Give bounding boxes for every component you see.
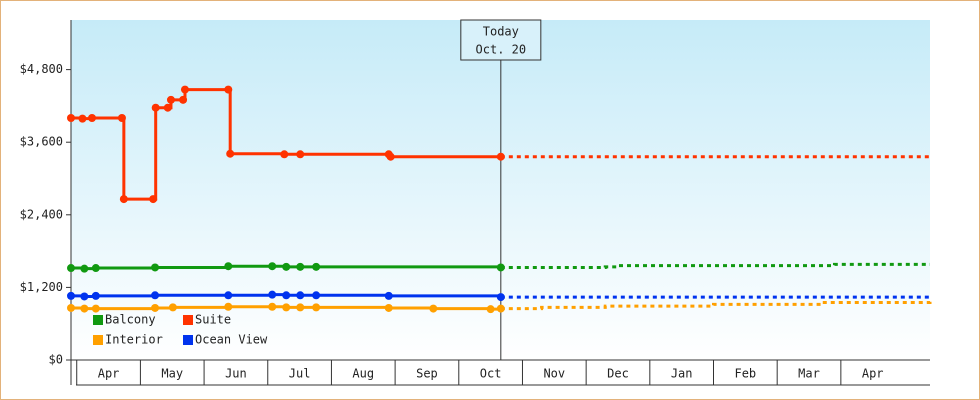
data-point bbox=[80, 304, 89, 313]
data-point bbox=[486, 305, 495, 314]
x-tick-label: Jun bbox=[225, 367, 247, 381]
x-tick-label: Aug bbox=[352, 367, 374, 381]
data-point bbox=[224, 85, 233, 94]
data-point bbox=[384, 303, 393, 312]
x-tick-label: Feb bbox=[734, 367, 756, 381]
data-point bbox=[91, 291, 100, 300]
x-axis-band bbox=[71, 360, 930, 385]
data-point bbox=[163, 103, 172, 112]
legend-swatch bbox=[183, 315, 193, 325]
data-point bbox=[296, 150, 305, 159]
data-point bbox=[282, 303, 291, 312]
data-point bbox=[496, 304, 505, 313]
data-point bbox=[312, 303, 321, 312]
data-point bbox=[88, 114, 97, 123]
data-point bbox=[282, 291, 291, 300]
y-tick-label: $1,200 bbox=[20, 280, 63, 294]
legend-label: Ocean View bbox=[195, 333, 268, 347]
data-point bbox=[224, 302, 233, 311]
data-point bbox=[91, 304, 100, 313]
today-box bbox=[460, 19, 542, 61]
data-point bbox=[296, 262, 305, 271]
data-point bbox=[296, 303, 305, 312]
data-point bbox=[67, 264, 75, 273]
data-point bbox=[268, 262, 277, 271]
legend-swatch bbox=[93, 335, 103, 345]
data-point bbox=[151, 103, 160, 112]
y-tick-label: $0 bbox=[49, 353, 63, 367]
legend-swatch bbox=[93, 315, 103, 325]
legend-label: Interior bbox=[105, 333, 163, 347]
legend-label: Balcony bbox=[105, 313, 156, 327]
data-point bbox=[67, 114, 75, 123]
today-label: Oct. 20 bbox=[476, 43, 527, 57]
data-point bbox=[168, 303, 177, 312]
legend-swatch bbox=[183, 335, 193, 345]
data-point bbox=[91, 264, 100, 273]
x-tick-label: Nov bbox=[543, 367, 565, 381]
data-point bbox=[180, 85, 189, 94]
data-point bbox=[386, 152, 395, 161]
data-point bbox=[312, 291, 321, 300]
data-point bbox=[496, 293, 505, 302]
data-point bbox=[151, 263, 160, 272]
data-point bbox=[67, 291, 75, 300]
today-label: Today bbox=[483, 25, 519, 39]
y-tick-label: $4,800 bbox=[20, 62, 63, 76]
x-tick-label: Jan bbox=[671, 367, 693, 381]
data-point bbox=[296, 291, 305, 300]
x-tick-label: Sep bbox=[416, 367, 438, 381]
data-point bbox=[224, 291, 233, 300]
data-point bbox=[67, 303, 75, 312]
x-tick-label: May bbox=[161, 367, 183, 381]
data-point bbox=[119, 195, 128, 204]
data-point bbox=[384, 291, 393, 300]
data-point bbox=[268, 290, 277, 299]
x-tick-label: Mar bbox=[798, 367, 820, 381]
data-point bbox=[80, 292, 89, 301]
data-point bbox=[282, 262, 291, 271]
data-point bbox=[151, 291, 160, 300]
data-point bbox=[224, 262, 233, 271]
data-point bbox=[496, 152, 505, 161]
forecast-line bbox=[500, 300, 932, 311]
forecast-line bbox=[500, 262, 930, 269]
y-tick-label: $3,600 bbox=[20, 135, 63, 149]
data-point bbox=[226, 149, 235, 158]
data-point bbox=[80, 264, 89, 273]
data-point bbox=[312, 262, 321, 271]
x-tick-label: Apr bbox=[98, 367, 120, 381]
data-point bbox=[149, 195, 158, 204]
data-point bbox=[166, 95, 175, 104]
y-tick-label: $2,400 bbox=[20, 207, 63, 221]
x-tick-label: Oct bbox=[480, 367, 502, 381]
data-point bbox=[117, 114, 126, 123]
data-point bbox=[496, 263, 505, 272]
data-point bbox=[179, 95, 188, 104]
x-tick-label: Dec bbox=[607, 367, 629, 381]
data-point bbox=[151, 303, 160, 312]
data-point bbox=[429, 304, 438, 313]
data-point bbox=[268, 302, 277, 311]
data-point bbox=[280, 150, 289, 159]
data-point bbox=[78, 114, 87, 123]
x-tick-label: Apr bbox=[862, 367, 884, 381]
x-tick-label: Jul bbox=[289, 367, 311, 381]
legend-label: Suite bbox=[195, 313, 231, 327]
